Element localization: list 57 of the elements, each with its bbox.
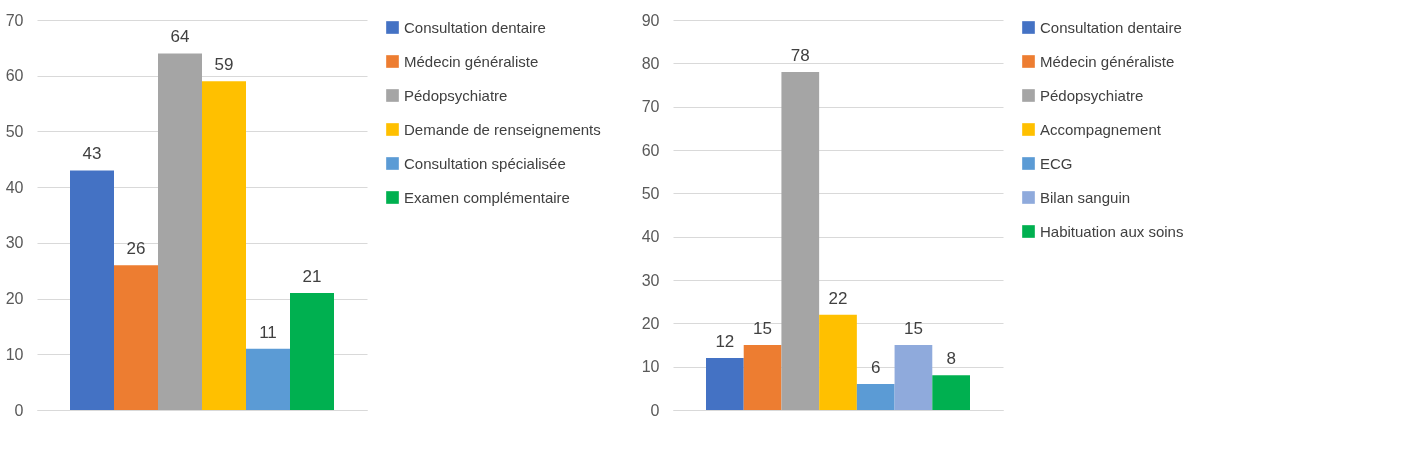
legend-label: Consultation spécialisée — [404, 154, 566, 172]
legend-label: Pédopsychiatre — [404, 86, 508, 104]
y-tick-label: 40 — [5, 178, 24, 196]
bar — [743, 345, 782, 410]
data-label: 15 — [903, 319, 923, 338]
y-tick-label: 30 — [641, 271, 660, 289]
y-tick-label: 70 — [5, 11, 24, 29]
data-label: 22 — [828, 288, 848, 308]
legend-label: Demande de renseignements — [404, 120, 601, 138]
bar — [932, 375, 970, 410]
y-tick-label: 30 — [5, 234, 24, 252]
data-label: 6 — [870, 358, 881, 377]
y-tick-label: 70 — [641, 98, 660, 116]
bar — [856, 384, 895, 410]
bar — [202, 81, 246, 410]
bar — [819, 314, 857, 410]
bar — [894, 345, 933, 410]
y-tick-label: 10 — [5, 345, 24, 363]
data-label: 15 — [753, 319, 773, 338]
y-tick-label: 40 — [641, 228, 660, 246]
data-label: 11 — [259, 322, 277, 342]
bar — [290, 293, 334, 410]
data-label: 64 — [170, 27, 190, 47]
legend-label: Consultation dentaire — [1040, 18, 1182, 36]
legend-label: Médecin généraliste — [404, 52, 539, 70]
y-tick-label: 50 — [641, 184, 660, 202]
legend-label: Consultation dentaire — [404, 18, 546, 36]
data-label: 12 — [715, 332, 735, 351]
legend-label: Examen complémentaire — [404, 188, 570, 206]
legend-label: Bilan sanguin — [1040, 188, 1131, 206]
y-tick-label: 10 — [641, 358, 660, 376]
data-label: 8 — [946, 349, 956, 369]
y-tick-label: 60 — [641, 141, 660, 159]
y-tick-label: 20 — [641, 314, 660, 332]
bar — [70, 170, 114, 410]
y-tick-label: 60 — [5, 67, 24, 85]
y-tick-label: 0 — [14, 401, 24, 419]
data-label: 43 — [82, 144, 102, 164]
bar — [114, 265, 158, 410]
legend-label: Pédopsychiatre — [1040, 86, 1144, 104]
bar — [158, 53, 202, 410]
y-tick-label: 90 — [641, 11, 660, 29]
legend-label: Accompagnement — [1040, 120, 1162, 138]
y-tick-label: 20 — [5, 290, 24, 308]
legend-label: ECG — [1040, 154, 1073, 172]
y-tick-label: 0 — [650, 401, 660, 419]
bar — [246, 348, 290, 410]
y-tick-label: 50 — [5, 122, 24, 140]
data-label: 21 — [302, 267, 322, 286]
legend-label: Médecin généraliste — [1040, 52, 1175, 70]
data-label: 59 — [214, 55, 234, 75]
bar — [781, 72, 820, 410]
data-label: 26 — [126, 239, 146, 259]
y-tick-label: 80 — [641, 54, 660, 72]
bar — [706, 358, 744, 410]
legend-label: Habituation aux soins — [1040, 222, 1184, 240]
data-label: 78 — [790, 46, 810, 65]
